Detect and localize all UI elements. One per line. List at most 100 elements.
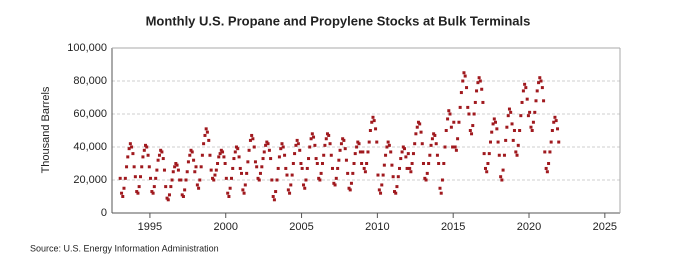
data-point xyxy=(387,143,391,147)
data-point xyxy=(288,191,292,195)
data-point xyxy=(352,162,356,165)
data-point xyxy=(482,152,486,156)
data-point xyxy=(267,148,271,152)
data-point xyxy=(274,190,278,194)
data-point xyxy=(394,191,398,195)
data-point xyxy=(310,132,314,136)
data-point xyxy=(291,162,295,165)
data-point xyxy=(516,143,520,147)
y-tick-label: 0 xyxy=(101,207,107,219)
data-point xyxy=(386,140,390,144)
data-point xyxy=(506,114,510,118)
data-point xyxy=(248,138,252,142)
data-point xyxy=(525,97,529,101)
data-point xyxy=(542,99,546,103)
data-point xyxy=(449,125,453,129)
data-point xyxy=(346,171,350,175)
data-point xyxy=(483,166,487,170)
data-point xyxy=(372,119,376,123)
data-point xyxy=(357,142,361,146)
data-point xyxy=(162,168,166,172)
data-point xyxy=(264,143,268,147)
data-point xyxy=(194,165,198,169)
data-point xyxy=(118,176,122,180)
data-point xyxy=(324,137,328,141)
data-point xyxy=(552,120,556,124)
data-point xyxy=(456,137,460,141)
data-point xyxy=(400,150,404,154)
data-point xyxy=(156,158,160,162)
data-point xyxy=(255,165,259,169)
x-tick-label: 1995 xyxy=(138,221,162,233)
data-point xyxy=(406,152,410,156)
data-point xyxy=(414,132,418,136)
data-point xyxy=(434,142,438,146)
data-point xyxy=(496,140,500,144)
data-point xyxy=(405,166,409,170)
data-point xyxy=(545,170,549,174)
data-point xyxy=(458,105,462,109)
data-point xyxy=(299,162,303,165)
data-point xyxy=(139,175,143,179)
data-point xyxy=(157,153,161,157)
data-point xyxy=(461,79,465,83)
data-point xyxy=(491,122,495,126)
data-point xyxy=(222,155,226,159)
data-point xyxy=(329,153,333,157)
data-point xyxy=(408,166,412,170)
data-point xyxy=(365,162,369,165)
data-point xyxy=(171,170,175,174)
data-point xyxy=(166,198,170,202)
data-point xyxy=(192,158,196,162)
data-point xyxy=(175,163,179,167)
data-point xyxy=(197,186,201,190)
data-point xyxy=(540,86,544,90)
data-point xyxy=(240,171,244,175)
data-point xyxy=(200,153,204,157)
data-point xyxy=(176,168,180,172)
data-point xyxy=(424,178,428,182)
data-point xyxy=(257,178,261,182)
data-point xyxy=(363,170,367,174)
data-point xyxy=(367,140,371,144)
data-point xyxy=(380,183,384,187)
data-point xyxy=(457,120,461,124)
data-point xyxy=(212,178,216,182)
data-point xyxy=(332,181,336,185)
data-point xyxy=(533,110,537,114)
data-point xyxy=(507,107,511,111)
data-point xyxy=(366,150,370,154)
data-point xyxy=(145,145,149,149)
data-point xyxy=(379,191,383,195)
data-point xyxy=(315,162,319,165)
data-point xyxy=(514,150,518,154)
y-tick-label: 80,000 xyxy=(73,75,107,87)
data-point xyxy=(336,166,340,170)
data-point xyxy=(473,100,477,104)
data-point xyxy=(262,150,266,154)
data-point xyxy=(328,142,332,146)
data-point xyxy=(221,150,225,154)
data-point xyxy=(520,100,524,104)
data-point xyxy=(396,175,400,179)
data-point xyxy=(317,176,321,180)
data-point xyxy=(420,142,424,146)
data-point xyxy=(290,173,294,177)
data-point xyxy=(530,129,534,132)
data-point xyxy=(356,140,360,144)
data-point xyxy=(128,142,132,146)
data-point xyxy=(377,188,381,192)
data-point xyxy=(186,160,190,164)
data-point xyxy=(121,195,125,198)
data-point xyxy=(284,166,288,170)
data-point xyxy=(549,140,553,144)
data-point xyxy=(205,130,209,134)
data-point xyxy=(526,114,530,118)
data-point xyxy=(370,120,374,124)
data-point xyxy=(227,195,231,198)
data-point xyxy=(539,79,543,83)
data-point xyxy=(179,178,183,182)
data-point xyxy=(504,138,508,142)
data-point xyxy=(217,155,221,159)
data-point xyxy=(218,152,222,156)
